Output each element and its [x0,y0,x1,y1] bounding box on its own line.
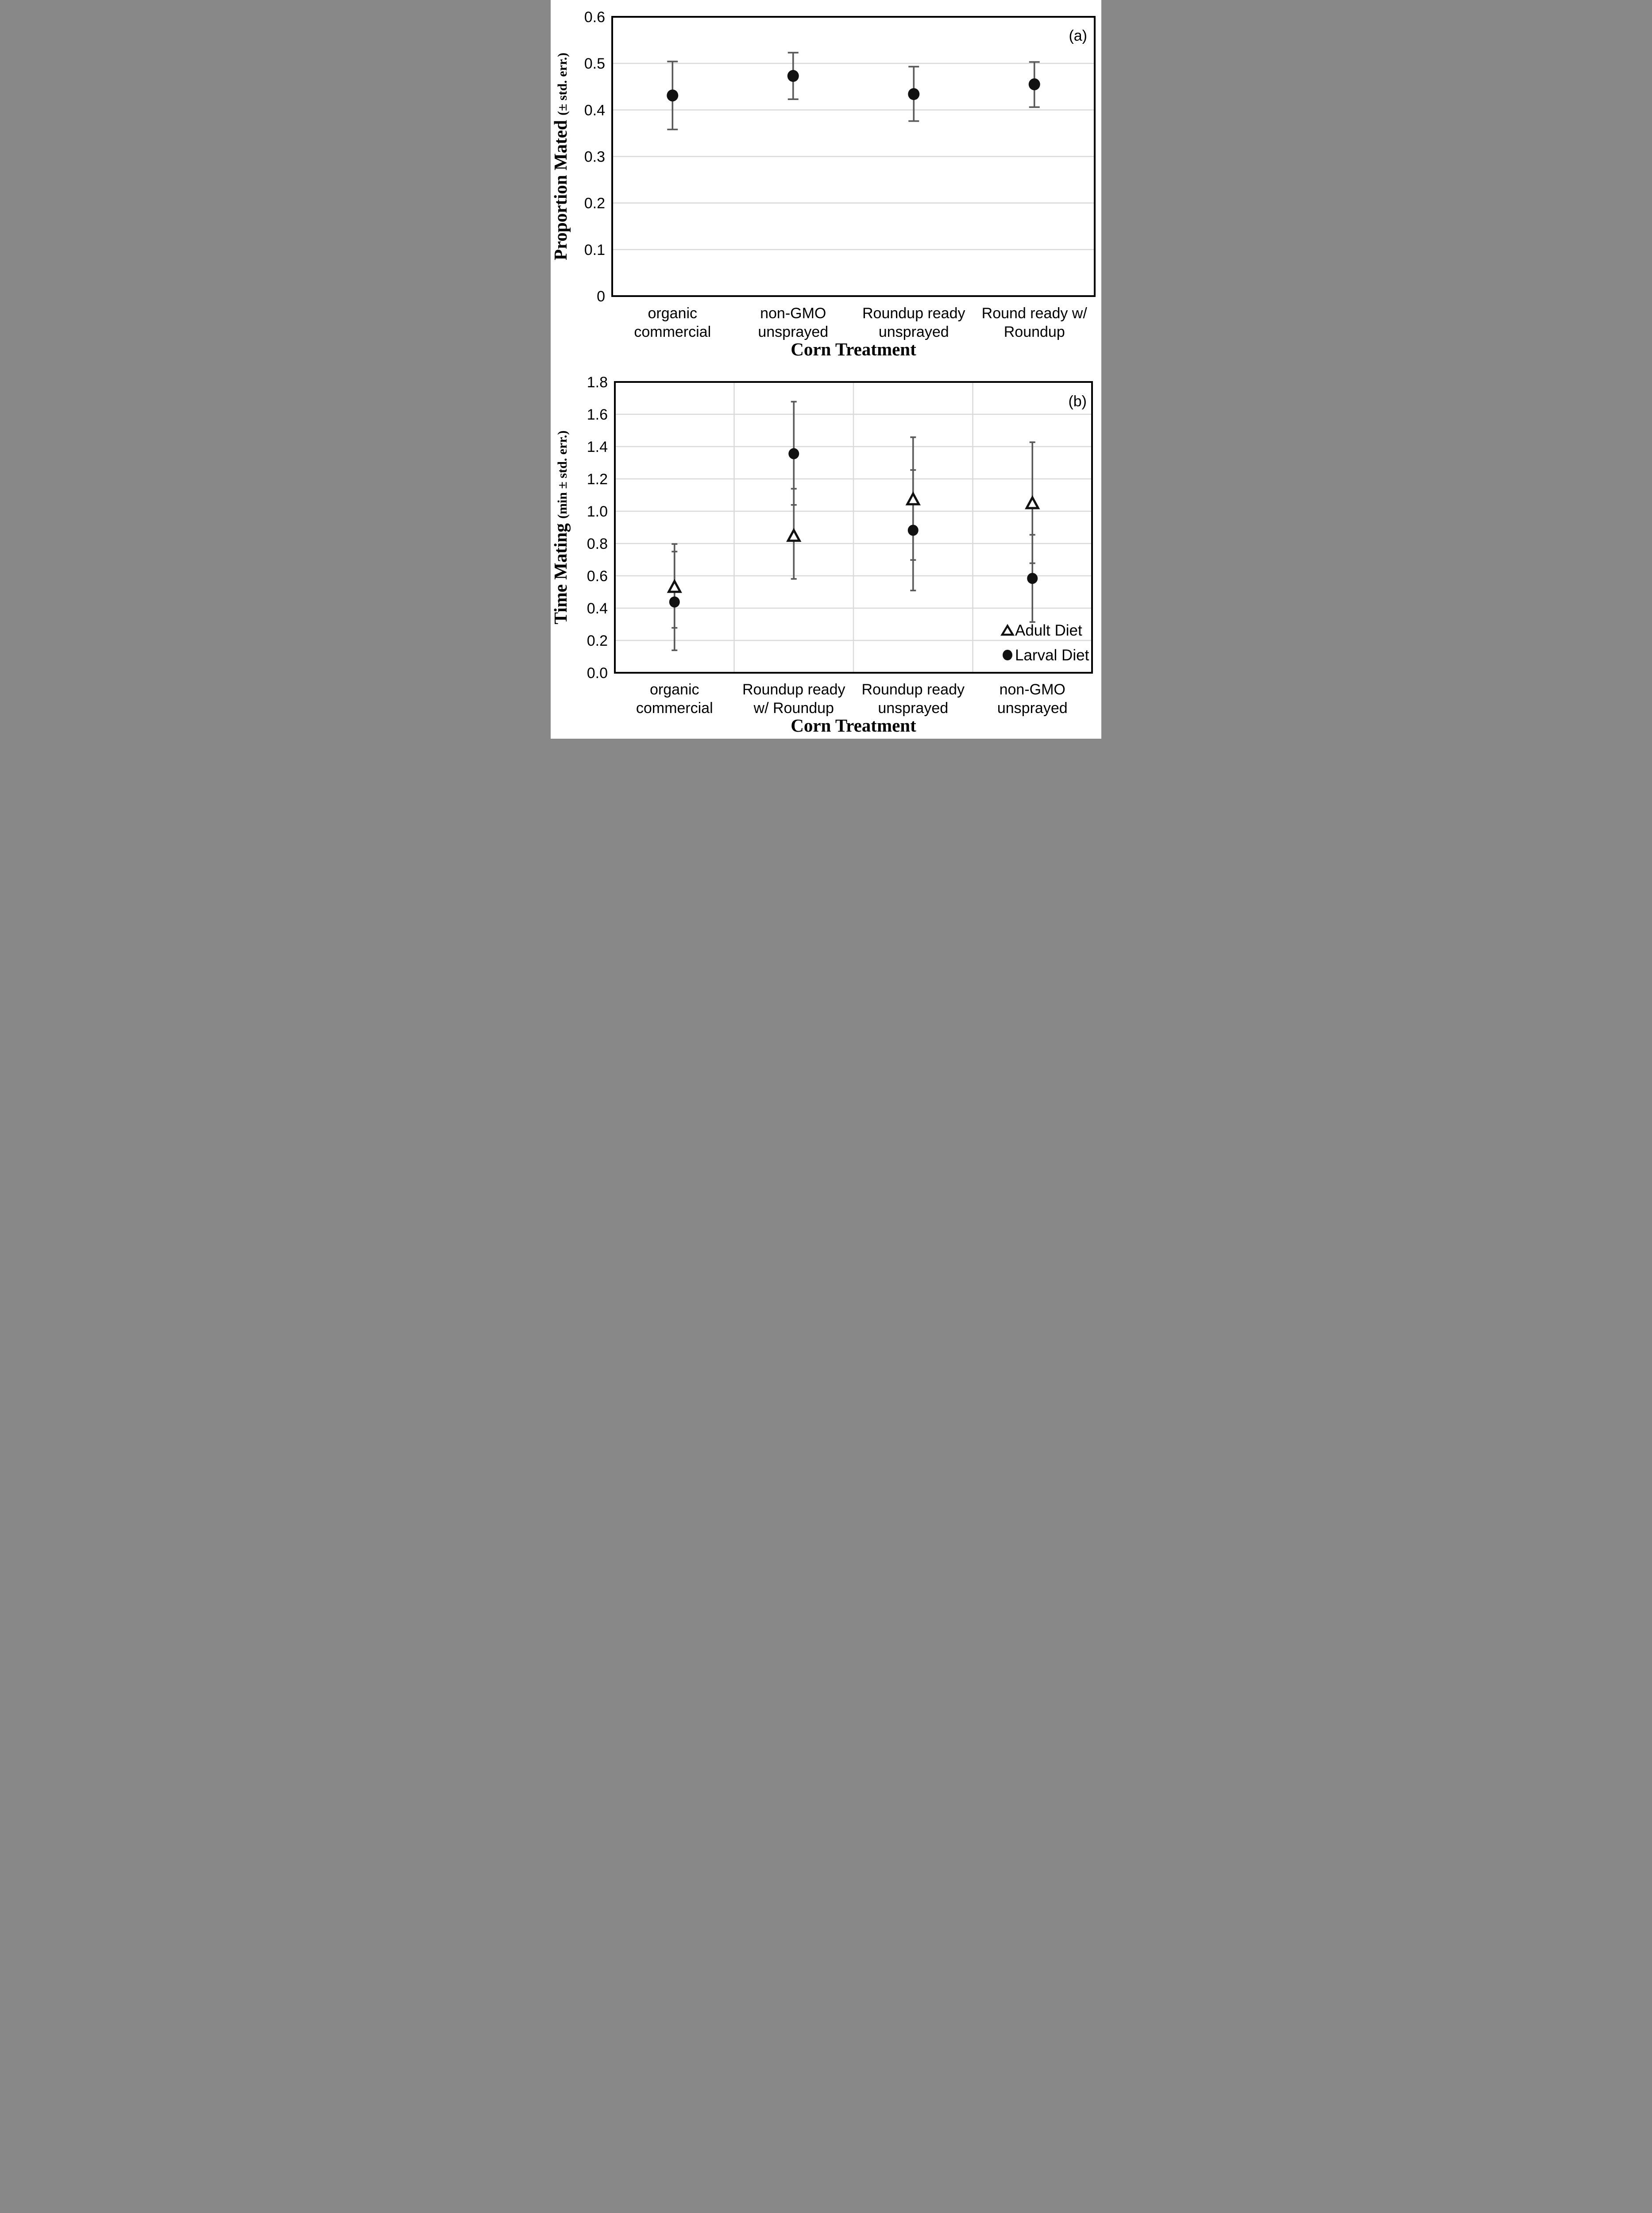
y-tick-label: 0.3 [584,149,605,166]
panel-b-time-mating-chart: 0.0 0.2 0.4 0.6 0.8 1.0 1.2 1.4 1.6 1.8 organic com… [551,374,1093,736]
y-axis-title: Proportion Mated (± std. err.) [551,53,571,260]
y-tick-label: 1.4 [587,439,608,455]
plot-border [614,381,1093,674]
marker-circle [669,596,680,608]
y-tick-label: 1.6 [587,406,608,423]
y-tick-label: 0 [597,288,605,305]
legend-circle-icon [1003,650,1012,660]
two-panel-scatter-figure: 0 0.1 0.2 0.3 0.4 0.5 0.6 organic commercial non-… [551,0,1101,739]
panel-a-proportion-mated-chart: 0 0.1 0.2 0.3 0.4 0.5 0.6 organic commercial non-… [551,9,1096,359]
marker-circle [1028,78,1040,90]
y-tick-label: 0.6 [587,568,608,585]
legend-item: Larval Diet [1003,647,1089,664]
category-label-line2: Roundup [1004,324,1065,340]
plot-border [611,16,1096,297]
marker-triangle [1025,495,1040,509]
legend-item-label: Adult Diet [1015,622,1082,639]
y-tick-label: 0.4 [584,102,605,119]
marker-circle [667,89,679,102]
y-axis-title: Time Mating (min ± std. err.) [551,431,571,625]
y-tick-label: 0.4 [587,600,608,617]
legend-item: Adult Diet [1000,622,1082,639]
marker-circle [787,70,799,82]
y-tick-label: 0.2 [584,195,605,212]
legend-triangle-icon [1000,624,1015,636]
marker-triangle [786,528,802,542]
y-tick-label: 0.1 [584,242,605,258]
y-tick-label: 1.8 [587,374,608,391]
x-axis-title: Corn Treatment [791,715,916,736]
category-label-line1: Roundup ready [861,681,965,698]
marker-circle [908,88,920,100]
category-label-line2: commercial [634,324,711,340]
y-tick-label: 0.0 [587,665,608,682]
marker-circle [907,524,919,536]
category-label-line1: Roundup ready [742,681,845,698]
panel-letter: (b) [1068,393,1087,410]
category-label-line2: unsprayed [758,324,828,340]
y-tick-label: 0.2 [587,632,608,649]
category-label-line1: Round ready w/ [982,305,1088,322]
category-label-line1: non-GMO [1000,681,1065,698]
marker-circle [1027,573,1038,584]
panel-letter: (a) [1069,27,1087,44]
marker-triangle [905,491,921,505]
marker-triangle [667,578,682,593]
y-tick-label: 0.8 [587,536,608,552]
y-tick-label: 0.6 [584,9,605,26]
y-tick-label: 0.5 [584,55,605,72]
category-label-line1: organic [648,305,697,322]
legend-item-label: Larval Diet [1015,647,1089,664]
category-label-line1: organic [650,681,699,698]
category-label-line1: Roundup ready [862,305,965,322]
category-label-line2: w/ Roundup [753,700,834,717]
category-label-line2: commercial [636,700,713,717]
marker-circle [788,448,799,459]
x-axis-title: Corn Treatment [791,339,916,359]
y-tick-label: 1.2 [587,471,608,488]
category-label-line2: unsprayed [997,700,1068,717]
category-label-line1: non-GMO [760,305,826,322]
y-tick-label: 1.0 [587,503,608,520]
category-label-line2: unsprayed [878,700,948,717]
category-label-line2: unsprayed [879,324,949,340]
